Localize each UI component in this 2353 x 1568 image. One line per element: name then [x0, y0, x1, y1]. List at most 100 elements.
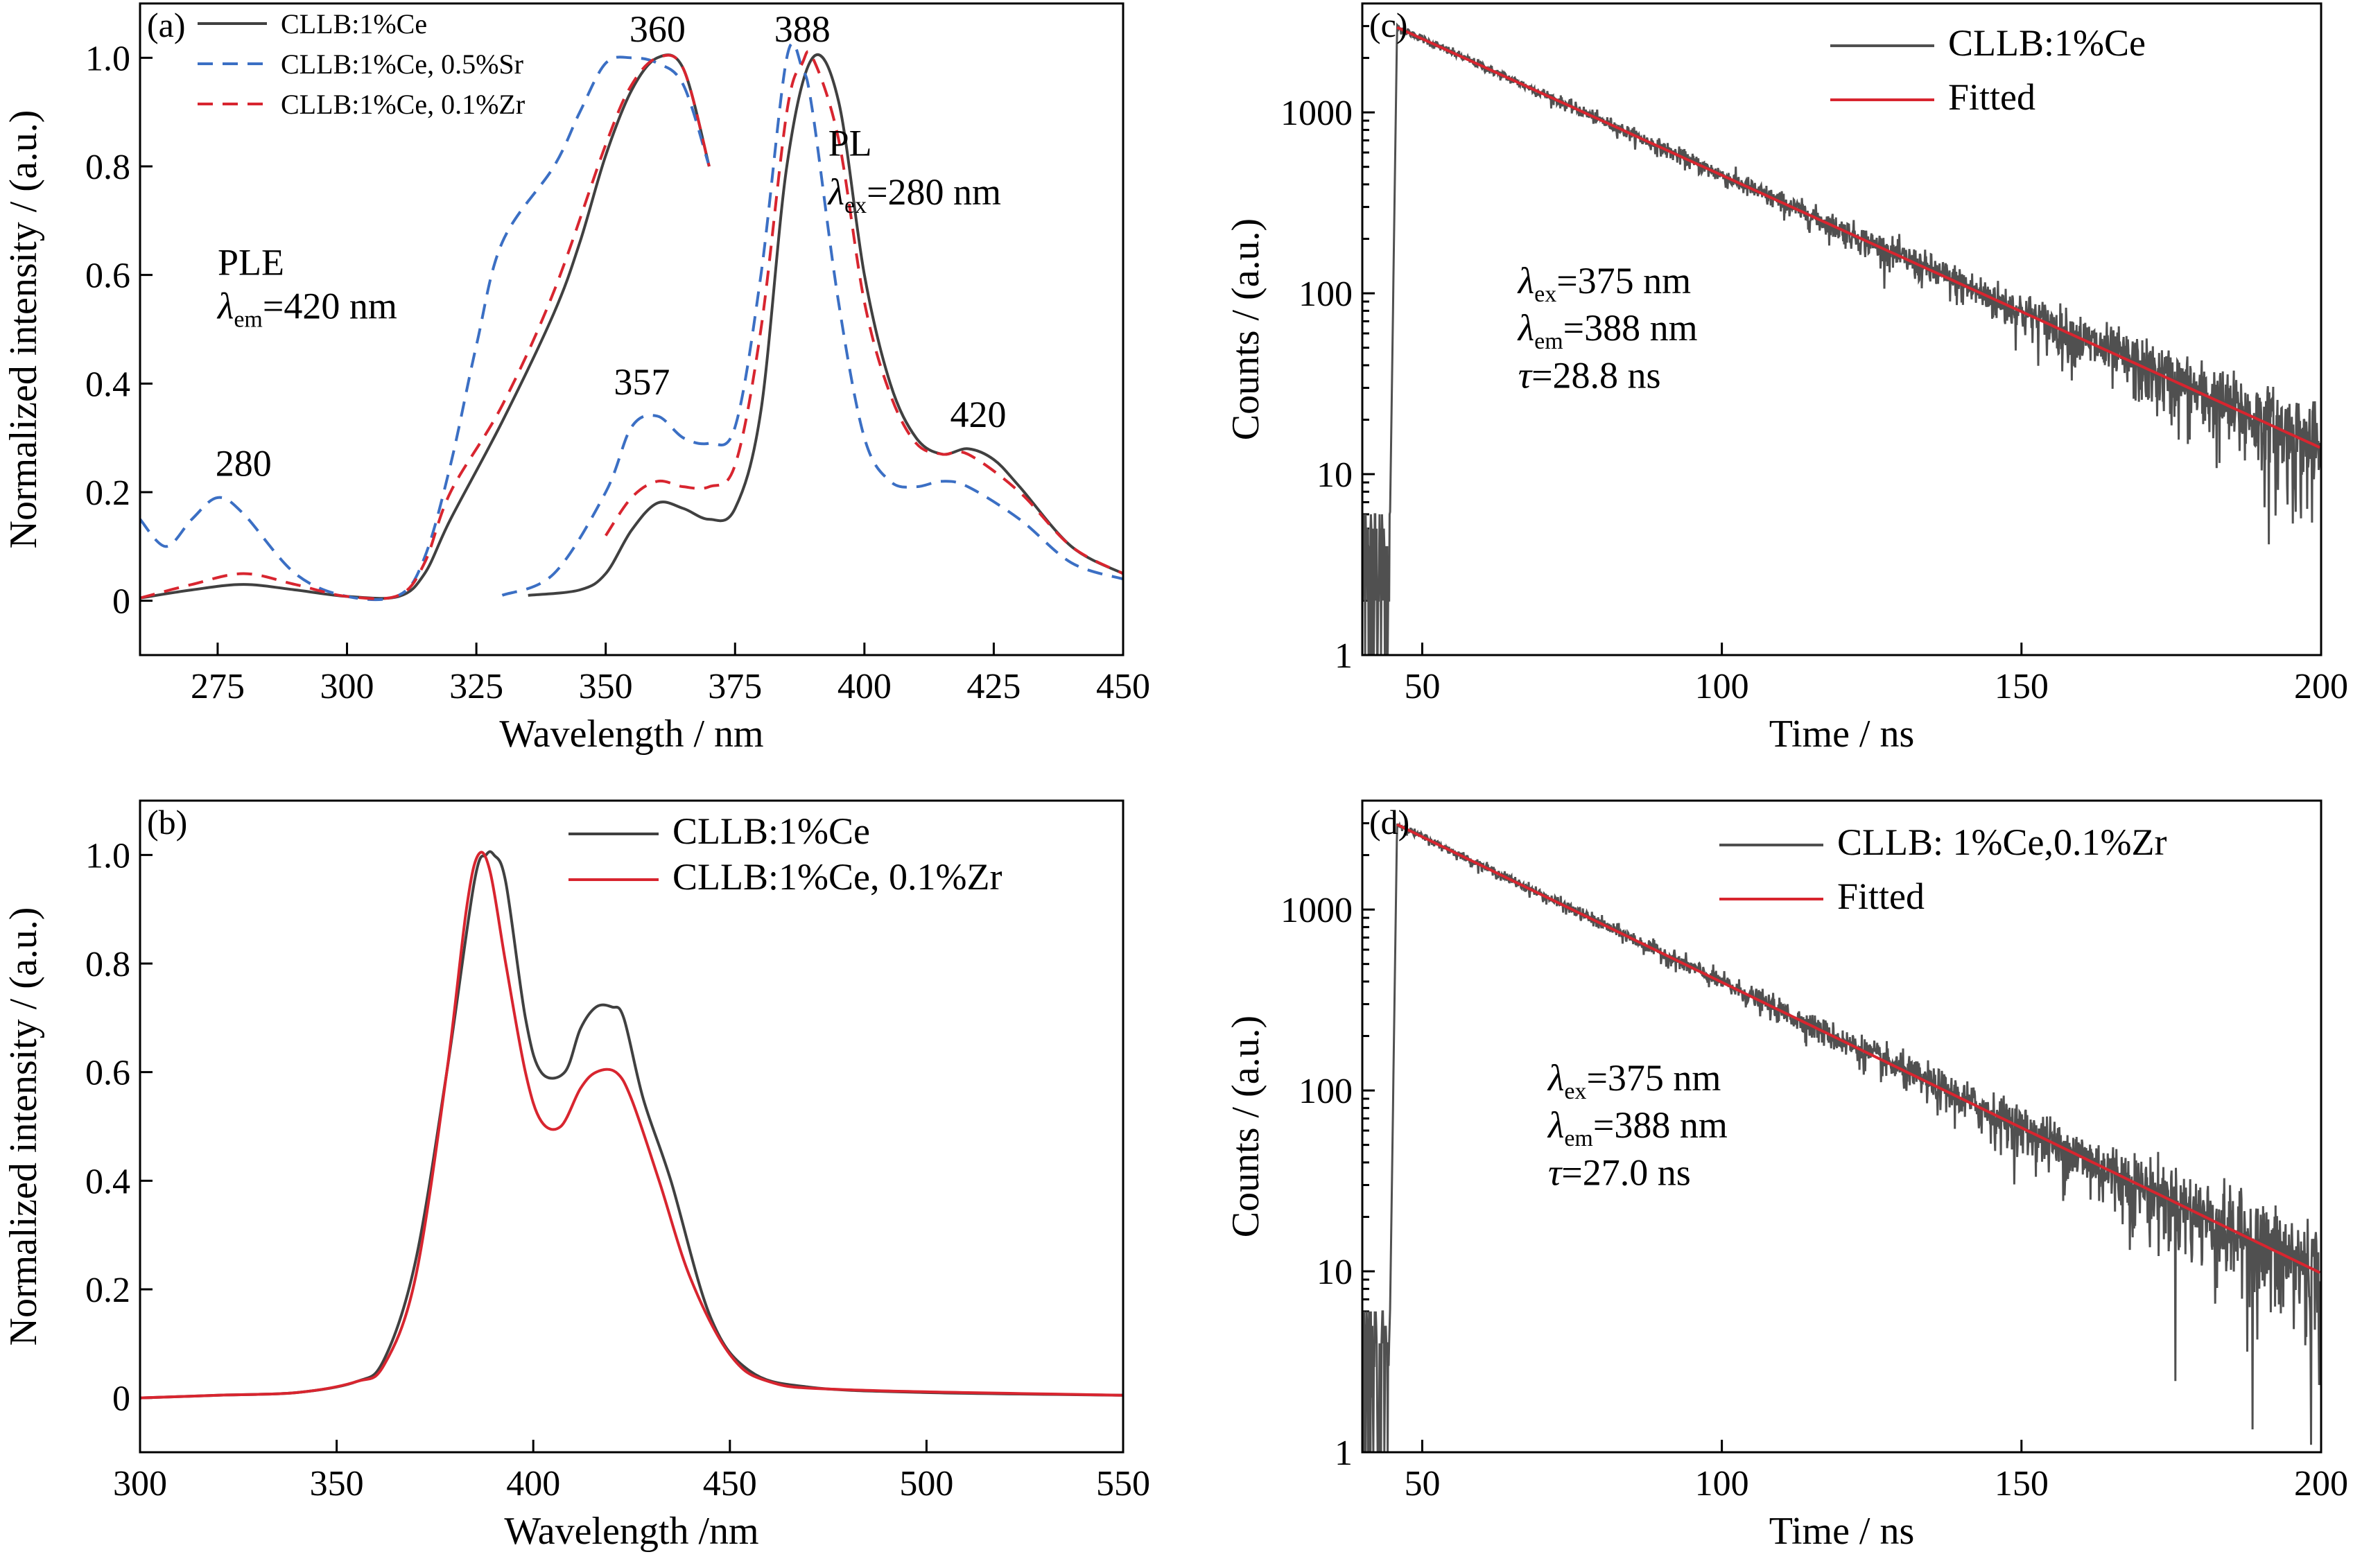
annotation: λem=388 nm [1547, 1104, 1728, 1151]
y-axis-label: Counts / (a.u.) [1224, 218, 1267, 440]
x-tick-label: 550 [1096, 1464, 1150, 1504]
x-tick-label: 150 [1995, 1464, 2049, 1504]
y-axis-label: Counts / (a.u.) [1224, 1016, 1267, 1237]
plot-area [1362, 22, 2321, 655]
plot-area [1362, 821, 2321, 1452]
x-tick-label: 400 [506, 1464, 560, 1504]
y-tick-label: 100 [1299, 1072, 1353, 1111]
legend-label: CLLB: 1%Ce,0.1%Zr [1837, 821, 2167, 863]
annotation: λex=375 nm [1517, 260, 1691, 307]
legend-label: CLLB:1%Ce, 0.1%Zr [672, 856, 1002, 898]
annotation: PL [828, 122, 872, 164]
series-line [140, 55, 711, 602]
x-tick-label: 200 [2294, 1464, 2348, 1504]
y-tick-label: 1 [1335, 636, 1353, 676]
axes-frame [1361, 799, 2322, 1454]
y-tick-label: 0 [112, 1379, 130, 1419]
x-tick-label: 400 [837, 667, 892, 706]
panel-d: 50 100 150 200 1 10 100 1000 Time / ns Counts / (… [1224, 799, 2348, 1553]
y-tick-label: 1.0 [85, 836, 130, 876]
y-tick-label: 1000 [1280, 94, 1353, 133]
x-tick-label: 350 [310, 1464, 364, 1504]
x-tick-label: 325 [449, 667, 503, 706]
axes-frame [1361, 2, 2322, 656]
peak-label: 360 [630, 8, 686, 50]
y-tick-label: 0.2 [85, 1271, 130, 1310]
series-line [140, 850, 1123, 1400]
x-tick-label: 500 [899, 1464, 953, 1504]
x-tick-label: 275 [191, 667, 245, 706]
x-tick-label: 450 [1096, 667, 1150, 706]
x-tick-label: 350 [579, 667, 633, 706]
peak-label: 357 [614, 361, 670, 403]
y-tick-label: 1 [1335, 1434, 1353, 1473]
plot-area [140, 42, 1123, 602]
annotation: λem=388 nm [1517, 307, 1698, 354]
y-tick-label: 0.6 [85, 1054, 130, 1093]
legend-label: CLLB:1%Ce [281, 8, 427, 40]
x-axis-label: Time / ns [1769, 1510, 1915, 1553]
series-line [140, 851, 1123, 1400]
y-tick-label: 0.4 [85, 365, 130, 404]
legend-label: CLLB:1%Ce, 0.1%Zr [281, 89, 525, 120]
y-tick-label: 0.8 [85, 148, 130, 187]
annotation: PLE [218, 242, 284, 284]
x-tick-label: 50 [1404, 1464, 1440, 1504]
x-tick-label: 50 [1404, 667, 1440, 706]
panel-label: (d) [1369, 803, 1409, 842]
annotation: τ=28.8 ns [1518, 355, 1661, 397]
y-tick-label: 0.4 [85, 1162, 130, 1201]
y-tick-label: 0.6 [85, 256, 130, 296]
axes-frame [139, 799, 1125, 1454]
peak-label: 280 [216, 443, 272, 485]
series-line [140, 53, 711, 600]
y-axis-label: Normalized intensity / (a.u.) [2, 907, 45, 1346]
series-line [605, 50, 1123, 575]
annotation: λex=375 nm [1547, 1057, 1721, 1104]
peak-label: 420 [950, 394, 1007, 435]
x-tick-label: 425 [966, 667, 1021, 706]
y-tick-label: 10 [1317, 455, 1353, 495]
annotation: λex=280 nm [827, 171, 1001, 218]
annotation: λem=420 nm [216, 285, 397, 332]
x-tick-label: 375 [708, 667, 762, 706]
plot-area [140, 850, 1123, 1400]
series-line [140, 53, 711, 600]
legend-label: Fitted [1837, 876, 1925, 917]
y-tick-label: 10 [1317, 1253, 1353, 1292]
y-tick-label: 1000 [1280, 891, 1353, 930]
legend-label: CLLB:1%Ce [672, 810, 870, 852]
axes-frame [139, 2, 1125, 656]
annotation: τ=27.0 ns [1548, 1152, 1691, 1194]
y-axis-label: Normalized intensity / (a.u.) [2, 110, 45, 549]
x-axis-label: Time / ns [1769, 713, 1915, 756]
legend-label: Fitted [1948, 76, 2035, 118]
x-axis-label: Wavelength /nm [504, 1510, 758, 1553]
x-tick-label: 300 [113, 1464, 167, 1504]
x-tick-label: 450 [703, 1464, 757, 1504]
series-line [1362, 821, 2321, 1452]
x-tick-label: 100 [1695, 667, 1749, 706]
x-axis-label: Wavelength / nm [499, 713, 763, 756]
series-line [501, 42, 1123, 597]
y-tick-label: 0 [112, 582, 130, 622]
panel-a: 275 300 325 350 375 400 425 450 0 0.2 0.4 0.6 0.8 1.0… [2, 2, 1150, 756]
y-tick-label: 0.2 [85, 473, 130, 513]
fit-line [1396, 26, 2321, 449]
series-line [528, 53, 1123, 597]
fit-line [1396, 823, 2321, 1274]
x-tick-label: 200 [2294, 667, 2348, 706]
y-tick-label: 1.0 [85, 39, 130, 78]
panel-c: 50 100 150 200 1 10 100 1000 Time / ns Counts / (… [1224, 2, 2348, 756]
legend-label: CLLB:1%Ce [1948, 22, 2146, 64]
legend-label: CLLB:1%Ce, 0.5%Sr [281, 49, 523, 80]
series-line [1362, 22, 2321, 655]
panel-label: (a) [147, 6, 186, 44]
peak-label: 388 [774, 8, 831, 50]
panel-label: (c) [1369, 6, 1408, 44]
x-tick-label: 100 [1695, 1464, 1749, 1504]
y-tick-label: 0.8 [85, 945, 130, 984]
x-tick-label: 150 [1995, 667, 2049, 706]
panel-label: (b) [147, 803, 187, 842]
